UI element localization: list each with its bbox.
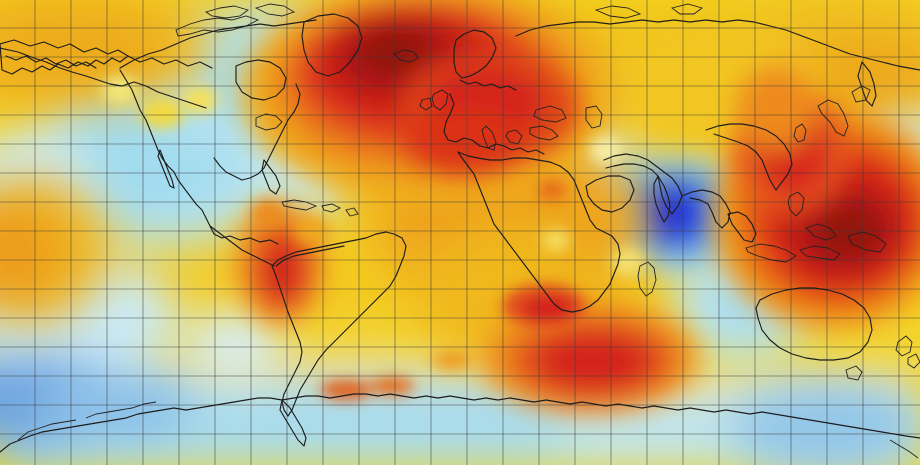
coastlines [0,3,920,459]
